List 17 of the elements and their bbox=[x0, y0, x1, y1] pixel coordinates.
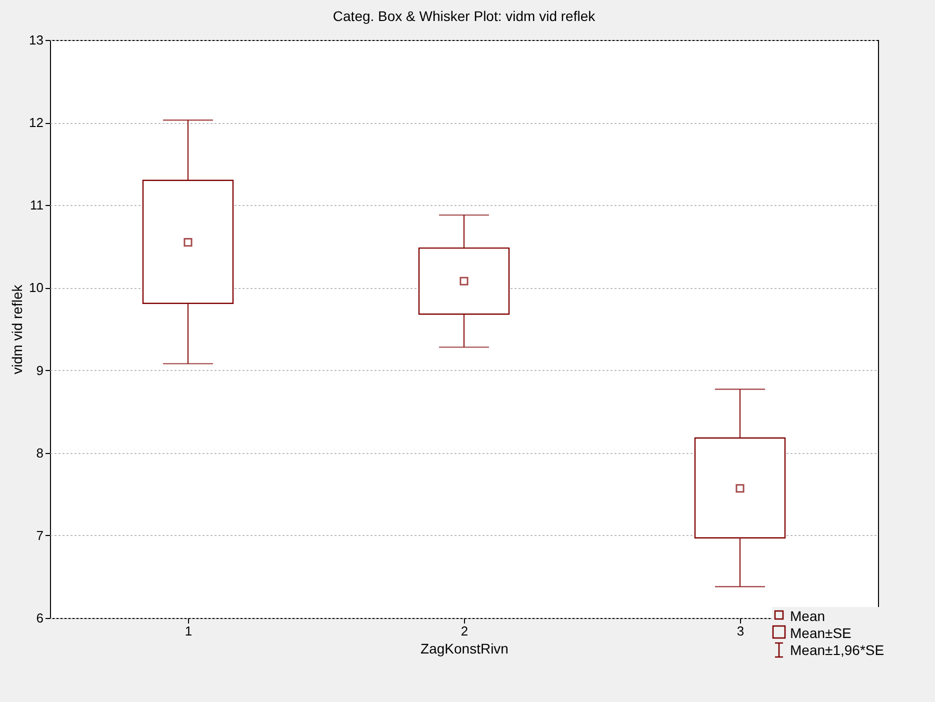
annotation: Mean bbox=[790, 608, 826, 624]
y-tick-label: 8 bbox=[36, 445, 44, 460]
y-tick-label: 13 bbox=[29, 32, 44, 48]
text: Mean±1,96*SE bbox=[790, 642, 884, 658]
y-tick-label: 7 bbox=[36, 528, 44, 543]
y-tick-label: 11 bbox=[30, 198, 44, 213]
y-tick-label: 12 bbox=[29, 115, 44, 130]
x-tick-label: 3 bbox=[736, 624, 744, 638]
text: Mean±SE bbox=[790, 624, 852, 640]
y-tick-label: 6 bbox=[36, 610, 44, 626]
x-tick-label: 2 bbox=[460, 624, 468, 638]
y-tick-label: 10 bbox=[29, 280, 44, 296]
chart-title: Categ. Box & Whisker Plot: vidm vid reflek bbox=[332, 8, 596, 24]
y-tick-label: 9 bbox=[36, 362, 44, 378]
x-axis-title: ZagKonstRivn bbox=[420, 640, 508, 656]
y-axis-title: vidm vid reflek bbox=[9, 284, 26, 374]
x-tick-label: 1 bbox=[184, 624, 192, 638]
